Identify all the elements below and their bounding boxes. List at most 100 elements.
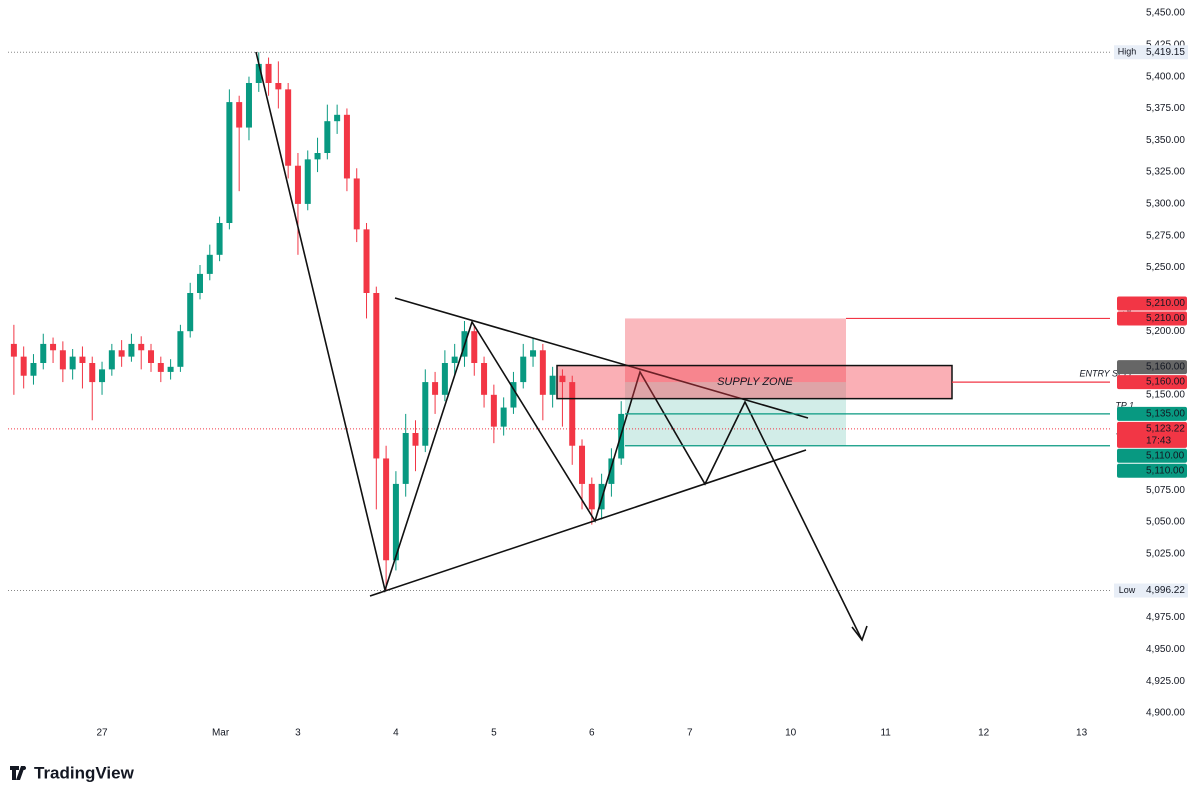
marker-value: 5,419.15 <box>1146 47 1185 58</box>
y-tick-label: 5,300.00 <box>1146 199 1185 210</box>
arrow-head <box>851 625 868 642</box>
candle-body <box>216 223 223 255</box>
lower-trendline <box>369 449 807 597</box>
candle-body <box>10 343 17 357</box>
candle-body <box>432 382 439 395</box>
candle-body <box>353 178 360 230</box>
price-tag <box>1117 360 1187 375</box>
candle-body <box>196 273 203 293</box>
y-tick-label: 5,200.00 <box>1146 326 1185 337</box>
y-tick-label: 4,975.00 <box>1146 612 1185 623</box>
candle-body <box>559 375 566 383</box>
candle-body <box>275 83 282 90</box>
logo-text: TradingView <box>34 763 135 782</box>
y-tick-label: 4,900.00 <box>1146 708 1185 719</box>
candle-body <box>118 350 125 357</box>
price-tag <box>1117 311 1187 326</box>
x-tick-label: Mar <box>212 728 230 739</box>
candle-body <box>539 350 546 395</box>
candle-body <box>20 356 27 376</box>
candle-body <box>255 63 262 83</box>
price-tag-label: 5,135.00 <box>1146 409 1185 420</box>
candle-body <box>304 159 311 204</box>
marker-label: High <box>1118 47 1137 57</box>
marker-bg <box>1114 45 1188 60</box>
candle-body <box>608 458 615 484</box>
y-tick-label: 5,350.00 <box>1146 135 1185 146</box>
marker-label: Low <box>1119 585 1136 595</box>
price-tag-label: 5,160.00 <box>1146 362 1185 373</box>
candle-body <box>314 153 321 160</box>
supply-zone <box>556 364 953 400</box>
candle-body <box>383 458 390 561</box>
candle-body <box>245 83 252 128</box>
price-tag-label: 5,210.00 <box>1146 298 1185 309</box>
candle-body <box>187 293 194 332</box>
candle-body <box>402 433 409 484</box>
supply-zone-label: SUPPLY ZONE <box>717 376 793 388</box>
candle-body <box>108 350 115 370</box>
last-price-tag <box>1117 421 1187 448</box>
y-tick-label: 5,075.00 <box>1146 485 1185 496</box>
x-tick-label: 3 <box>295 728 301 739</box>
y-tick-label: 4,950.00 <box>1146 644 1185 655</box>
level-label: TP 1 <box>1115 400 1134 410</box>
y-tick-label: 5,325.00 <box>1146 167 1185 178</box>
price-tag <box>1117 448 1187 463</box>
candle-body <box>373 293 380 459</box>
candle-body <box>69 356 76 370</box>
y-tick-label: 5,450.00 <box>1146 8 1185 19</box>
candle-body <box>412 433 419 446</box>
y-tick-label: 5,375.00 <box>1146 103 1185 114</box>
candle-body <box>294 165 301 204</box>
x-tick-label: 6 <box>589 728 595 739</box>
last-price-label: 5,123.22 <box>1146 424 1185 435</box>
candle-body <box>177 331 184 367</box>
candle-body <box>481 363 488 395</box>
candle-body <box>128 343 135 357</box>
candle-body <box>500 407 507 427</box>
candle-body <box>285 89 292 166</box>
candle-body <box>422 382 429 446</box>
logo: TradingView <box>10 763 135 782</box>
y-tick-label: 5,400.00 <box>1146 71 1185 82</box>
y-tick-label: 5,275.00 <box>1146 230 1185 241</box>
candle-body <box>40 343 47 363</box>
candle-body <box>510 382 517 408</box>
candle-body <box>549 375 556 395</box>
candle-body <box>99 369 106 383</box>
x-tick-label: 10 <box>785 728 797 739</box>
candle-body <box>451 356 458 363</box>
x-tick-label: 5 <box>491 728 497 739</box>
candle-body <box>569 382 576 446</box>
y-tick-label: 4,925.00 <box>1146 676 1185 687</box>
y-tick-label: 5,250.00 <box>1146 262 1185 273</box>
candle-body <box>324 121 331 153</box>
y-tick-label: 5,425.00 <box>1146 39 1185 50</box>
candle-body <box>50 343 57 351</box>
y-tick-label: 5,025.00 <box>1146 549 1185 560</box>
price-tag-label: 5,210.00 <box>1146 313 1185 324</box>
candle-body <box>148 350 155 363</box>
price-tag-label: 5,110.00 <box>1146 450 1185 461</box>
marker-bg <box>1114 583 1188 598</box>
candle-body <box>441 363 448 395</box>
candle-body <box>79 356 86 363</box>
candle-body <box>363 229 370 293</box>
candle-body <box>206 254 213 274</box>
price-tag-label: 5,110.00 <box>1146 465 1185 476</box>
logo-icon <box>10 766 27 780</box>
price-tag <box>1117 463 1187 478</box>
candle-body <box>471 331 478 363</box>
candle-body <box>490 394 497 427</box>
candle-body <box>530 350 537 357</box>
x-tick-label: 27 <box>96 728 108 739</box>
x-tick-label: 7 <box>687 728 693 739</box>
price-tag <box>1117 375 1187 390</box>
level-label: ENTRY SELL <box>1079 368 1134 378</box>
marker-value: 4,996.22 <box>1146 585 1185 596</box>
x-tick-label: 4 <box>393 728 399 739</box>
y-tick-label: 5,150.00 <box>1146 389 1185 400</box>
risk-zone <box>625 318 846 383</box>
